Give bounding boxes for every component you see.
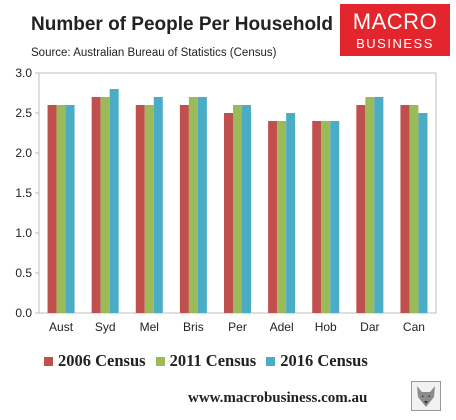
y-tick-label: 0.0	[15, 306, 32, 320]
bar-dar-2006	[356, 105, 366, 313]
y-tick-label: 2.0	[15, 146, 32, 160]
legend-swatch-2016	[266, 356, 276, 366]
bar-bris-2016	[197, 97, 207, 313]
bar-aust-2006	[47, 105, 57, 313]
bar-adel-2011	[277, 121, 287, 313]
y-tick-label: 2.5	[15, 106, 32, 120]
legend-label-2016: 2016 Census	[280, 351, 368, 370]
y-tick-label: 1.5	[15, 186, 32, 200]
chart-source: Source: Australian Bureau of Statistics …	[31, 47, 277, 59]
bar-per-2016	[242, 105, 251, 313]
bar-bris-2011	[188, 97, 198, 313]
x-tick-label: Aust	[49, 320, 74, 334]
bar-syd-2016	[109, 89, 119, 313]
logo-text-macro: MACRO	[352, 9, 438, 34]
x-tick-label: Syd	[95, 320, 116, 334]
legend-swatch-2011	[155, 356, 165, 366]
bar-can-2016	[418, 113, 428, 313]
legend: 2006 Census 2011 Census 2016 Census	[44, 350, 368, 372]
bar-can-2011	[409, 105, 419, 313]
bar-per-2006	[224, 113, 233, 313]
x-tick-label: Hob	[315, 320, 337, 334]
legend-swatch-2006	[44, 356, 53, 366]
bar-aust-2011	[56, 105, 66, 313]
bar-hob-2011	[321, 121, 331, 313]
bar-mel-2011	[144, 105, 154, 313]
bar-hob-2016	[330, 121, 340, 313]
x-tick-label: Can	[403, 320, 425, 334]
chart-title: Number of People Per Household	[31, 14, 333, 35]
bar-mel-2006	[135, 105, 145, 313]
bar-dar-2011	[365, 97, 375, 313]
logo-text-business: BUSINESS	[356, 36, 434, 51]
x-tick-label: Dar	[360, 320, 379, 334]
wolf-mascot-icon	[411, 381, 441, 411]
bars	[47, 89, 428, 313]
y-axis: 0.0 0.5 1.0 1.5 2.0 2.5 3.0	[15, 66, 39, 320]
bar-adel-2006	[268, 121, 278, 313]
footer-url: www.macrobusiness.com.au	[188, 390, 368, 406]
bar-adel-2016	[286, 113, 296, 313]
bar-per-2011	[233, 105, 242, 313]
y-tick-label: 0.5	[15, 266, 32, 280]
legend-label-2006: 2006 Census	[58, 351, 146, 370]
x-tick-label: Mel	[140, 320, 159, 334]
x-tick-label: Per	[228, 320, 247, 334]
y-tick-label: 1.0	[15, 226, 32, 240]
bar-syd-2006	[91, 97, 101, 313]
legend-label-2011: 2011 Census	[169, 351, 257, 370]
x-axis: Aust Syd Mel Bris Per Adel Hob Dar Can	[49, 320, 425, 334]
legend-item-2016: 2016 Census	[266, 351, 368, 371]
y-tick-label: 3.0	[15, 66, 32, 80]
bar-dar-2016	[374, 97, 384, 313]
legend-item-2006: 2006 Census	[44, 351, 146, 371]
bar-hob-2006	[312, 121, 322, 313]
bar-mel-2016	[153, 97, 163, 313]
bar-aust-2016	[65, 105, 75, 313]
bar-bris-2006	[179, 105, 189, 313]
bar-can-2006	[400, 105, 410, 313]
bar-chart: 0.00.51.01.52.02.53.0 Aust Syd Mel Bris Per A…	[15, 66, 437, 334]
macrobusiness-logo: MACRO BUSINESS	[340, 4, 450, 56]
x-tick-label: Bris	[183, 320, 204, 334]
bar-syd-2011	[100, 97, 110, 313]
x-tick-label: Adel	[270, 320, 294, 334]
legend-item-2011: 2011 Census	[155, 351, 257, 371]
